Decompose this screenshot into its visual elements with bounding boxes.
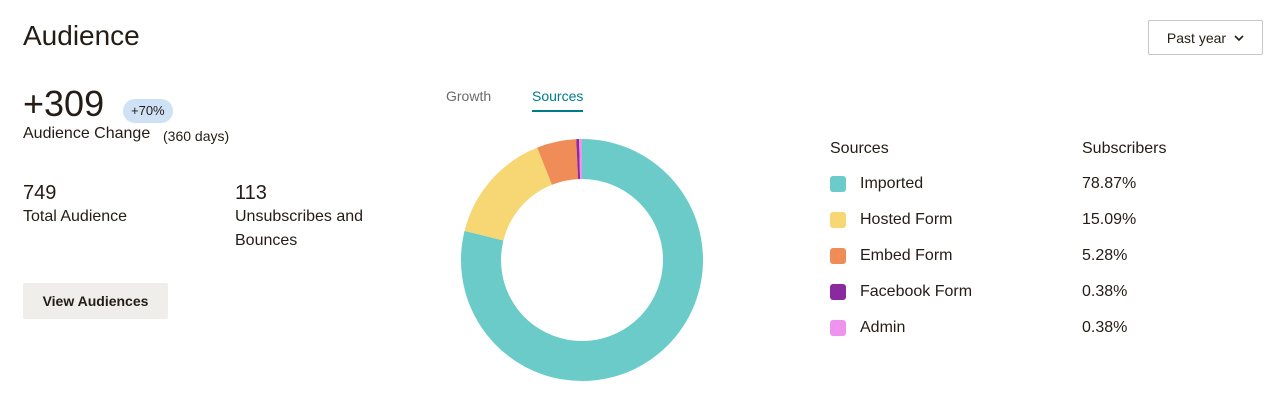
legend-value: 0.38% xyxy=(1082,319,1128,336)
change-period: (360 days) xyxy=(163,128,230,144)
chevron xyxy=(1234,34,1244,41)
period-dropdown[interactable]: Past year xyxy=(1148,20,1263,55)
donut-segment xyxy=(461,139,703,381)
unsubscribes: 113 xyxy=(235,182,267,204)
donut-segment xyxy=(537,139,579,185)
unsubscribes-label: Unsubscribes and Bounces xyxy=(235,208,364,249)
legend-label: Admin xyxy=(860,319,906,336)
page-title: Audience xyxy=(23,20,140,51)
legend-label: Hosted Form xyxy=(860,211,953,228)
legend-value: 78.87% xyxy=(1082,175,1137,192)
period-label: Past year xyxy=(1166,29,1227,46)
legend-value: 5.28% xyxy=(1082,247,1128,264)
change-badge: +70% xyxy=(123,99,173,123)
legend-header: Subscribers xyxy=(1082,140,1167,157)
view-audiences-button[interactable]: View Audiences xyxy=(23,283,168,319)
legend-value: 15.09% xyxy=(1082,211,1137,228)
donut-segment xyxy=(464,147,553,242)
legend-swatch xyxy=(830,284,846,300)
total-label: Total Audience xyxy=(23,208,128,225)
legend-label: Imported xyxy=(860,175,924,192)
legend-header: Sources xyxy=(830,140,889,157)
total-audience: 749 xyxy=(23,182,57,204)
legend-swatch xyxy=(830,212,846,228)
legend-swatch xyxy=(830,248,846,264)
tab-active[interactable]: Sources xyxy=(532,88,584,112)
legend-value: 0.38% xyxy=(1082,283,1128,300)
legend-swatch xyxy=(830,176,846,192)
change-label: Audience Change xyxy=(23,125,151,142)
audience-change: +309 xyxy=(23,83,105,124)
tab[interactable]: Growth xyxy=(446,88,492,104)
legend-label: Embed Form xyxy=(860,247,953,264)
legend-label: Facebook Form xyxy=(860,283,973,300)
legend-swatch xyxy=(830,320,846,336)
